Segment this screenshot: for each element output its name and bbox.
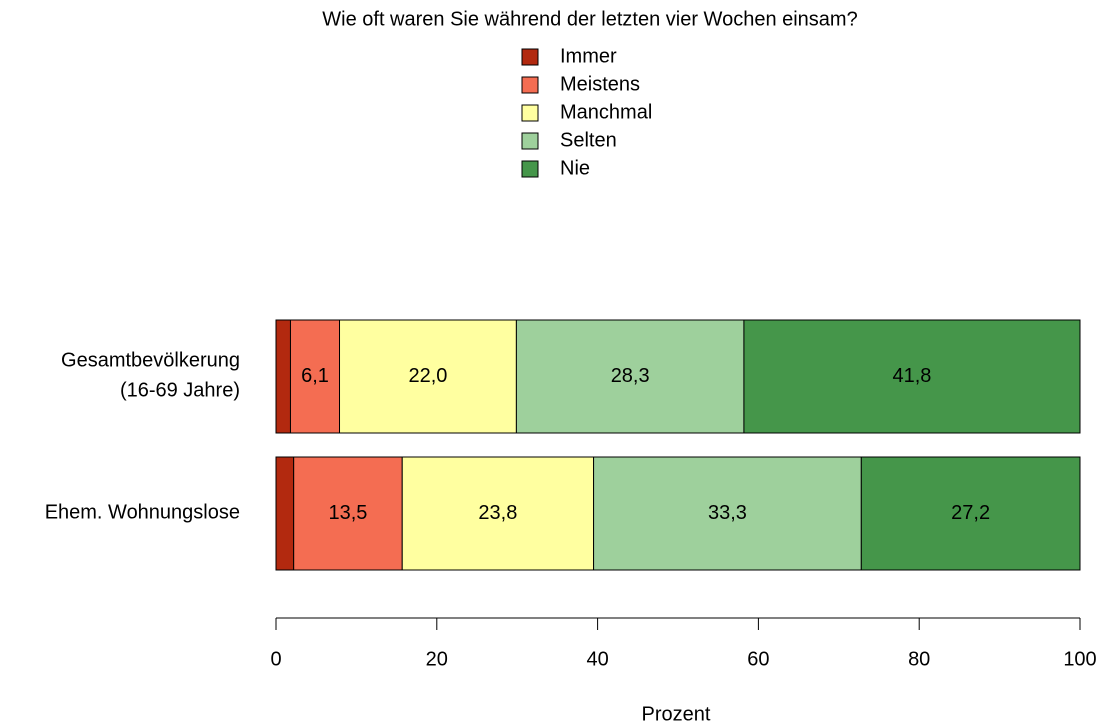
x-tick-label: 20 [426,648,448,670]
bar-segment [593,456,862,571]
legend-swatch [521,160,539,178]
y-tick-label: Ehem. Wohnungslose [45,502,240,524]
x-tick-label: 80 [908,648,930,670]
chart-title: Wie oft waren Sie während der letzten vi… [322,8,857,30]
data-label: 27,2 [951,502,990,524]
bar-segment [275,456,295,571]
x-tick-label: 60 [747,648,769,670]
bar-segment [275,319,291,434]
legend-label: Immer [560,45,617,67]
x-tick-label: 40 [586,648,608,670]
data-label: 22,0 [408,365,447,387]
data-label: 6,1 [301,365,329,387]
bar-segment [515,319,745,434]
y-tick-label: Gesamtbevölkerung (16-69 Jahre) [61,350,240,402]
legend-swatch [521,76,539,94]
bar-segment [289,319,341,434]
bar-segment [743,319,1081,434]
legend-label: Manchmal [560,101,652,123]
legend-swatch [521,48,539,66]
bar-segment [401,456,595,571]
data-label: 41,8 [892,365,931,387]
data-label: 23,8 [478,502,517,524]
legend-label: Meistens [560,73,640,95]
x-tick-label: 100 [1063,648,1096,670]
x-axis-label: Prozent [642,703,711,725]
data-label: 28,3 [611,365,650,387]
bar-segment [339,319,517,434]
data-label: 33,3 [708,502,747,524]
x-tick-label: 0 [270,648,281,670]
data-label: 13,5 [328,502,367,524]
legend-label: Nie [560,157,590,179]
bar-segment [860,456,1081,571]
legend-label: Selten [560,129,617,151]
bar-segment [293,456,403,571]
legend-swatch [521,104,539,122]
legend-swatch [521,132,539,150]
